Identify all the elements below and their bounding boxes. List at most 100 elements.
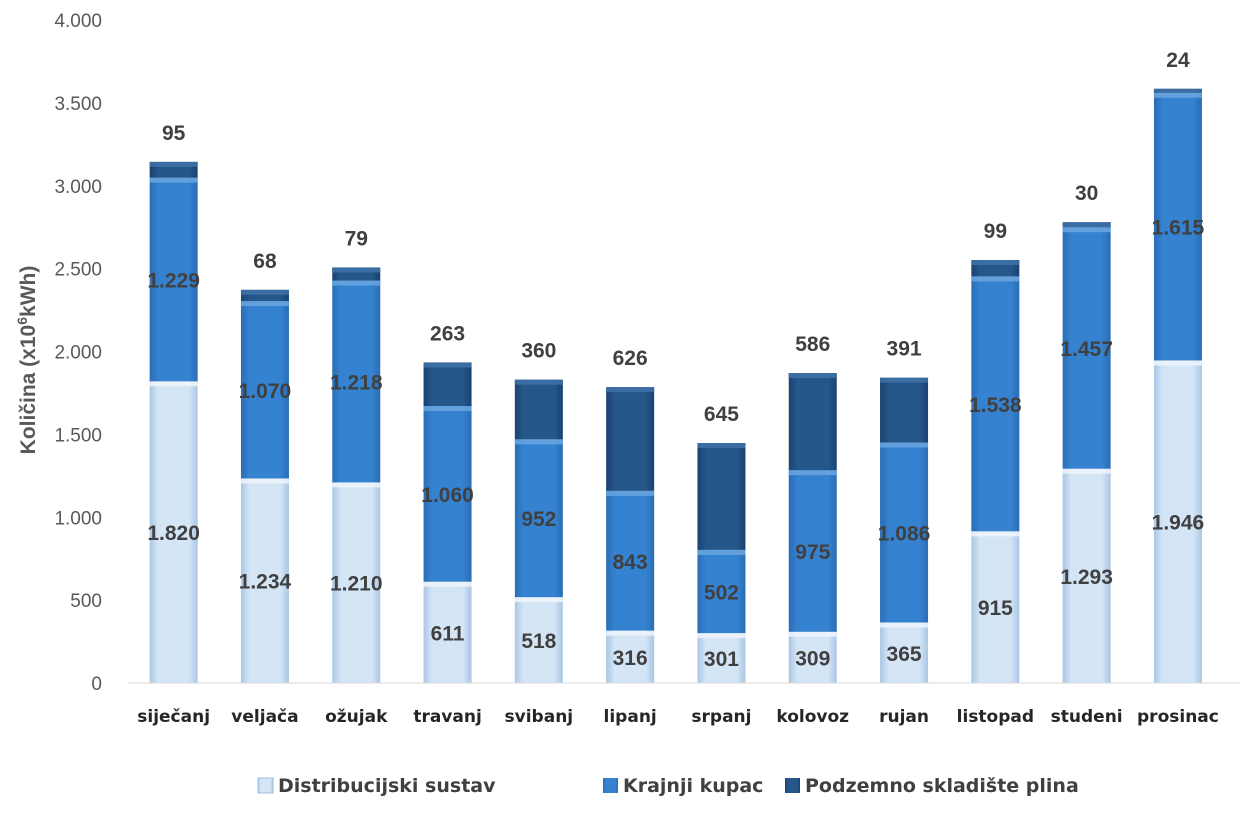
y-tick-label: 4.000 [54, 11, 102, 32]
bar-segment-cap [514, 439, 563, 445]
legend-swatch [785, 778, 800, 793]
bar-segment-cap [332, 267, 381, 273]
data-label: 301 [704, 648, 739, 671]
bar-segment-cap [149, 381, 198, 387]
y-tick-label: 3.000 [54, 177, 102, 198]
data-label: 586 [795, 333, 830, 356]
data-label: 24 [1166, 49, 1190, 72]
y-tick-label: 3.500 [54, 94, 102, 115]
bar-segment-cap [332, 280, 381, 286]
data-label: 30 [1075, 182, 1098, 205]
bar-segment-cap [423, 406, 472, 412]
bar-segment-cap [240, 301, 289, 307]
x-tick-label: travanj [413, 707, 481, 727]
data-label: 975 [795, 541, 830, 564]
bar-segment [606, 490, 655, 631]
data-label: 95 [162, 122, 186, 145]
data-label: 1.218 [330, 372, 383, 395]
data-label: 360 [521, 340, 556, 363]
x-tick-label: lipanj [604, 707, 657, 727]
bar-segment [788, 470, 837, 632]
bar-segment [514, 379, 563, 440]
y-axis-title-sup: 6 [14, 317, 30, 325]
bar-segment-cap [788, 470, 837, 476]
legend-item: Podzemno skladište plina [785, 775, 1079, 797]
bar-segment-cap [971, 531, 1020, 537]
bar-segment-cap [514, 597, 563, 603]
data-label: 391 [887, 338, 922, 361]
legend-swatch [257, 777, 274, 794]
data-label: 1.820 [147, 522, 200, 545]
data-label: 1.293 [1060, 566, 1113, 589]
data-label: 79 [345, 227, 368, 250]
bar-segment-cap [788, 373, 837, 379]
bar-segment-cap [1153, 88, 1202, 93]
y-axis-title-main: Količina (x10 [17, 325, 40, 455]
bar-segment [880, 622, 929, 683]
legend-label: Podzemno skladište plina [805, 775, 1079, 797]
bar-segment-cap [697, 549, 746, 555]
data-label: 1.070 [239, 380, 292, 403]
bar-segment [606, 630, 655, 683]
bar-segment [788, 631, 837, 683]
data-labels: 1.820 1.229 95 1.234 1.070 68 1.210 1.218 79 611 1… [147, 49, 1204, 671]
bar-segment [423, 362, 472, 407]
x-tick-label: svibanj [505, 707, 574, 727]
data-label: 1.234 [239, 571, 292, 594]
bar-segment-cap [240, 478, 289, 484]
x-tick-label: srpanj [691, 707, 751, 727]
data-label: 843 [613, 551, 648, 574]
data-label: 1.210 [330, 573, 383, 596]
bar-segment [514, 439, 563, 598]
bar-segment [514, 597, 563, 683]
bar-segment [880, 442, 929, 623]
legend-item: Krajnji kupac [603, 775, 763, 797]
y-tick-label: 0 [91, 674, 102, 695]
y-tick-label: 1.500 [54, 425, 102, 446]
y-tick-label: 1.000 [54, 508, 102, 529]
bar-segment-cap [606, 490, 655, 496]
bar-segment-cap [606, 630, 655, 636]
bar-segment-cap [149, 177, 198, 183]
bar-segment [149, 381, 198, 683]
data-label: 1.086 [878, 522, 931, 545]
bar-segment-cap [606, 387, 655, 393]
bar-segment [240, 301, 289, 479]
data-label: 626 [613, 347, 648, 370]
x-tick-label: listopad [957, 707, 1034, 727]
bar-segment [697, 442, 746, 550]
bar-segment [971, 531, 1020, 683]
bar-segment-cap [149, 161, 198, 167]
bar-segment [332, 280, 381, 483]
data-label: 1.229 [147, 269, 200, 292]
bar-segment-cap [697, 442, 746, 448]
data-label: 263 [430, 322, 465, 345]
x-tick-label: ožujak [325, 707, 388, 727]
legend-item: Distribucijski sustav [257, 775, 496, 797]
x-tick-label: veljača [231, 707, 298, 727]
y-axis-title: Količina (x106kWh) [14, 266, 40, 455]
data-label: 99 [984, 220, 1007, 243]
data-label: 611 [431, 622, 465, 645]
x-tick-label: siječanj [137, 707, 210, 727]
bar-segment [606, 387, 655, 491]
x-axis: siječanj veljača ožujak travanj svibanj lipan… [128, 682, 1240, 727]
bar-segment-cap [240, 289, 289, 295]
legend-label: Krajnji kupac [623, 775, 763, 797]
bar-segment-cap [880, 377, 929, 383]
data-label: 316 [613, 647, 648, 670]
bar-segment [423, 406, 472, 582]
x-tick-label: rujan [879, 707, 929, 727]
data-label: 1.946 [1152, 512, 1205, 535]
data-label: 1.060 [421, 484, 474, 507]
bar-segment-cap [971, 260, 1020, 266]
bar-segment-cap [423, 581, 472, 587]
y-tick-label: 2.500 [54, 260, 102, 281]
bars [149, 88, 1202, 683]
bar-segment-cap [332, 482, 381, 488]
x-tick-label: prosinac [1137, 707, 1219, 727]
bar-segment-cap [697, 633, 746, 639]
bar-segment [880, 377, 929, 443]
data-label: 952 [521, 508, 556, 531]
